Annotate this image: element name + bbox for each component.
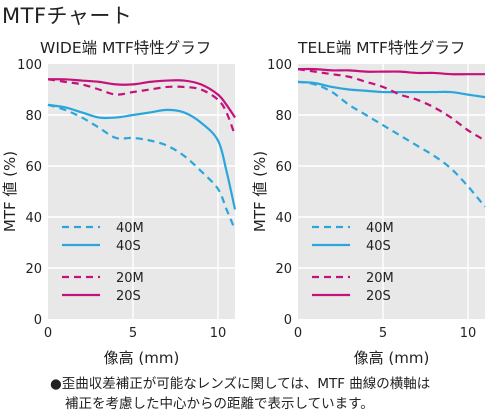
footnote-line-2: 補正を考慮した中心からの距離で表示しています。 <box>65 396 374 412</box>
legend-label-20m: 20M <box>366 271 394 286</box>
y-tick-label: 20 <box>25 262 42 277</box>
legend-label-20s: 20S <box>366 289 391 304</box>
chart-wide: 0 20 40 60 80 100 0 5 10 像高 (mm) MTF 値 (%) 40M 40S 20… <box>1 58 237 367</box>
series-line-40s <box>297 80 486 99</box>
chart-title-tele: TELE端 MTF特性グラフ <box>298 39 466 57</box>
y-tick-label: 20 <box>275 262 292 277</box>
x-tick-label: 0 <box>44 326 52 341</box>
y-tick-label: 80 <box>275 109 292 124</box>
y-tick-label: 100 <box>267 58 292 73</box>
x-tick-label: 10 <box>460 326 477 341</box>
series-line-20s <box>47 78 236 119</box>
x-tick-label: 0 <box>294 326 302 341</box>
x-tick-label: 5 <box>129 326 137 341</box>
legend-label-40m: 40M <box>116 221 144 236</box>
legend-label-20m: 20M <box>116 271 144 286</box>
y-axis-label: MTF 値 (%) <box>251 151 269 232</box>
x-axis-label: 像高 (mm) <box>104 349 180 367</box>
footnote-line-1: ●歪曲収差補正が可能なレンズに関しては、MTF 曲線の横軸は <box>50 376 431 392</box>
page-title: MTFチャート <box>2 4 133 28</box>
y-tick-label: 80 <box>25 109 42 124</box>
y-tick-label: 100 <box>17 58 42 73</box>
chart-tele: 0 20 40 60 80 100 0 5 10 像高 (mm) MTF 値 (%) 40M 40S 20… <box>251 58 486 367</box>
y-tick-label: 0 <box>34 313 42 328</box>
legend-label-40s: 40S <box>366 239 391 254</box>
y-tick-label: 60 <box>25 160 42 175</box>
x-tick-label: 10 <box>210 326 227 341</box>
y-tick-label: 60 <box>275 160 292 175</box>
chart-title-wide: WIDE端 MTF特性グラフ <box>40 39 212 57</box>
footnote: ●歪曲収差補正が可能なレンズに関しては、MTF 曲線の横軸は 補正を考慮した中心… <box>50 374 498 414</box>
y-tick-label: 40 <box>25 211 42 226</box>
legend-label-20s: 20S <box>116 289 141 304</box>
y-axis-label: MTF 値 (%) <box>1 151 19 232</box>
series-line-40s <box>47 103 237 210</box>
legend-label-40m: 40M <box>366 221 394 236</box>
series-line-20m <box>297 68 486 142</box>
series-line-20s <box>297 67 485 76</box>
x-axis-label: 像高 (mm) <box>354 349 430 367</box>
y-tick-label: 40 <box>275 211 292 226</box>
legend-label-40s: 40S <box>116 239 141 254</box>
series-line-40m <box>47 103 237 231</box>
y-tick-label: 0 <box>284 313 292 328</box>
x-tick-label: 5 <box>379 326 387 341</box>
